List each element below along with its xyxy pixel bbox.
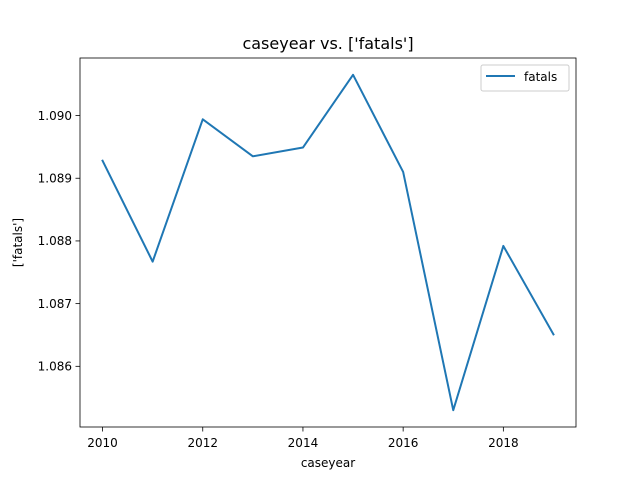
y-axis-ticks: 1.086 1.087 1.088 1.089 1.090 [38,109,80,374]
x-tick-label: 2010 [87,436,118,450]
legend-box [480,64,570,92]
plot-area [101,73,555,412]
x-axis-label: caseyear [301,456,355,470]
y-tick-label: 1.089 [38,172,72,186]
legend: fatals [480,64,570,92]
series-line-fatals [101,73,555,412]
legend-label-fatals: fatals [524,70,557,84]
x-tick-label: 2016 [388,436,419,450]
chart-title: caseyear vs. ['fatals'] [242,34,413,53]
x-tick-label: 2014 [288,436,319,450]
x-tick-label: 2012 [187,436,218,450]
x-axis-ticks: 2010 2012 2014 2016 2018 [87,427,519,450]
y-tick-label: 1.090 [38,109,72,123]
y-tick-label: 1.088 [38,234,72,248]
axes-frame [79,57,577,428]
y-tick-label: 1.087 [38,297,72,311]
x-tick-label: 2018 [488,436,519,450]
y-tick-label: 1.086 [38,360,72,374]
y-axis-label: ['fatals'] [11,218,25,267]
